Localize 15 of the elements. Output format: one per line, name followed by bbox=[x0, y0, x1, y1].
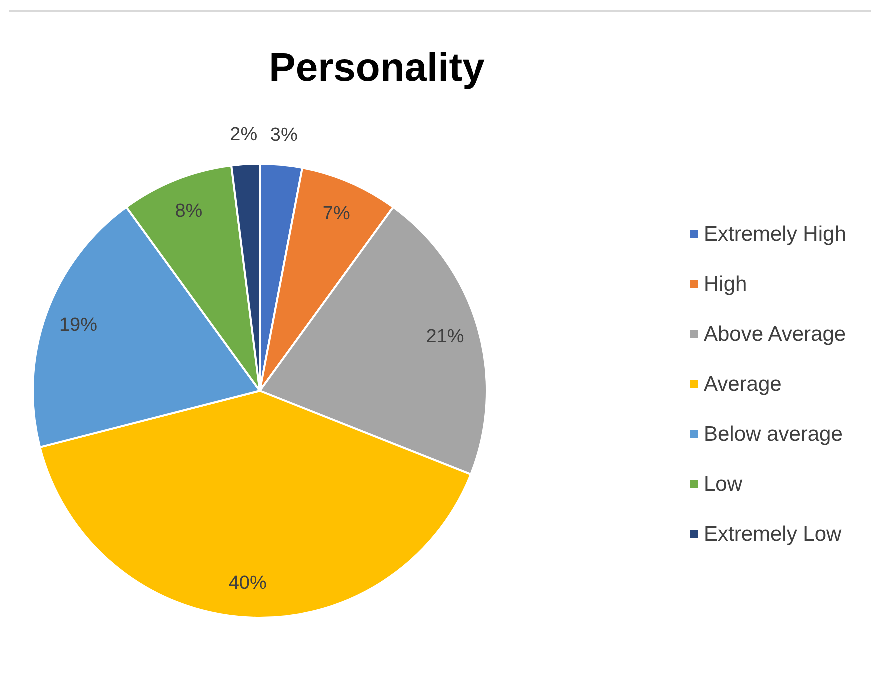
data-label: 3% bbox=[270, 125, 298, 146]
data-label: 7% bbox=[322, 203, 350, 224]
legend-label: Low bbox=[704, 473, 744, 496]
legend-label: Above Average bbox=[704, 323, 846, 346]
data-label: 19% bbox=[59, 315, 98, 336]
legend-label: Extremely Low bbox=[704, 523, 843, 546]
legend-label: Average bbox=[704, 373, 782, 396]
data-label: 8% bbox=[175, 201, 203, 222]
data-label: 21% bbox=[426, 326, 464, 348]
legend-label: Below average bbox=[704, 423, 843, 446]
legend-label: Extremely High bbox=[704, 223, 846, 246]
data-label: 2% bbox=[230, 124, 258, 146]
legend-label: High bbox=[704, 273, 748, 296]
data-label: 40% bbox=[228, 573, 268, 594]
chart-title: Personality bbox=[269, 46, 486, 90]
